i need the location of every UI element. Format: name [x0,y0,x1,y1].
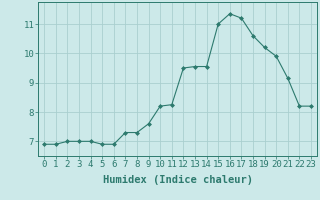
X-axis label: Humidex (Indice chaleur): Humidex (Indice chaleur) [103,175,252,185]
